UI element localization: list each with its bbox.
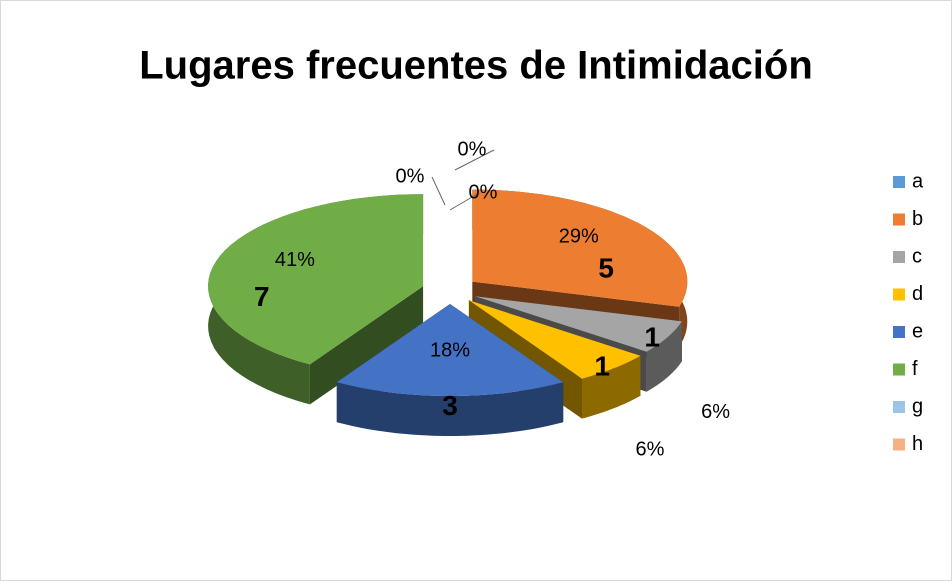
- slice-top: [475, 296, 682, 352]
- percent-label: 29%: [559, 225, 599, 247]
- slice: [336, 304, 564, 436]
- leader-line: [454, 149, 495, 171]
- legend-label: h: [912, 433, 923, 455]
- legend-label: b: [912, 208, 923, 230]
- legend-swatch: [893, 326, 905, 338]
- legend-swatch: [893, 176, 905, 188]
- legend-label: g: [912, 395, 923, 417]
- legend-swatch: [893, 438, 905, 451]
- legend-swatch: [893, 363, 905, 376]
- percent-label: 0%: [469, 181, 498, 203]
- percent-label: 6%: [635, 439, 664, 461]
- chart-title: Lugares frecuentes de Intimidación: [139, 44, 813, 88]
- leader-line: [449, 192, 480, 211]
- slice-side: [582, 355, 641, 419]
- value-label: 1: [594, 350, 610, 381]
- percent-label: 0%: [396, 165, 425, 187]
- legend-label: f: [912, 358, 918, 380]
- leader-line: [431, 176, 446, 206]
- legend-swatch: [893, 251, 905, 263]
- slice-top: [336, 304, 564, 396]
- slice-top: [472, 189, 688, 307]
- slice-side: [646, 321, 682, 392]
- legend-swatch: [893, 213, 905, 226]
- slice-top: [208, 194, 424, 365]
- percent-label: 0%: [458, 138, 487, 160]
- legend-label: d: [912, 283, 923, 305]
- legend-swatch: [893, 288, 905, 301]
- value-label: 5: [598, 253, 614, 284]
- slice-wall: [309, 286, 424, 405]
- percent-label: 41%: [275, 249, 315, 271]
- slice-top: [468, 300, 641, 379]
- pie: [208, 189, 688, 436]
- percent-label: 18%: [430, 339, 470, 361]
- slice: [208, 194, 424, 405]
- legend-label: e: [912, 320, 923, 342]
- legend-label: a: [912, 170, 924, 192]
- value-label: 1: [644, 321, 660, 352]
- value-label: 3: [442, 390, 458, 421]
- slice-side: [336, 382, 564, 436]
- legend-label: c: [912, 245, 922, 267]
- value-label: 7: [254, 281, 270, 312]
- legend-swatch: [893, 401, 905, 413]
- percent-label: 6%: [701, 401, 730, 423]
